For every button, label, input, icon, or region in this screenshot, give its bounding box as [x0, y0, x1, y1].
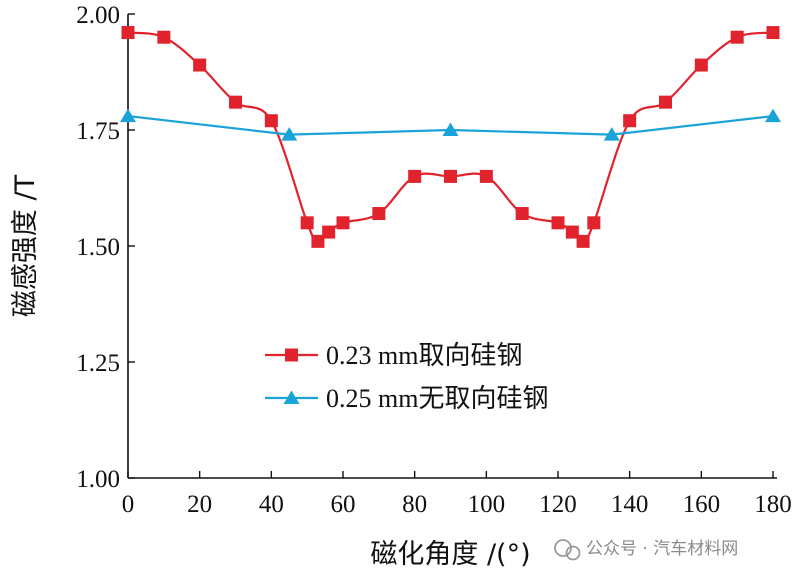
legend-label: 0.23 mm取向硅钢 [326, 341, 522, 370]
legend: 0.23 mm取向硅钢 0.25 mm无取向硅钢 [265, 341, 548, 413]
data-point [479, 169, 493, 183]
data-point [408, 169, 422, 183]
series-1 [127, 31, 774, 243]
data-point [565, 225, 579, 239]
x-axis-title: 磁化角度 /(°) [370, 539, 530, 570]
legend-marker [285, 348, 298, 362]
data-point [193, 58, 207, 72]
y-tick-label: 1.00 [76, 466, 120, 493]
legend-marker [283, 390, 300, 404]
series-2-points [120, 108, 781, 141]
data-point [730, 30, 744, 44]
data-point [336, 216, 350, 230]
x-tick-label: 120 [539, 491, 577, 518]
watermark-text: 公众号 · 汽车材料网 [586, 539, 738, 559]
y-axis-title: 磁感强度 /T [10, 174, 41, 317]
data-point [322, 225, 336, 239]
y-tick-label: 2.00 [76, 2, 120, 29]
wechat-icon [554, 539, 581, 561]
x-tick-label: 0 [122, 491, 135, 518]
data-point [442, 122, 459, 136]
data-point [766, 26, 780, 40]
watermark: 公众号 · 汽车材料网 [554, 539, 738, 561]
ticks: 0 20 40 60 80 100 120 140 160 180 1.00 1.25 1.50 1.75… [76, 2, 792, 518]
data-point [444, 169, 457, 183]
data-point [311, 234, 325, 248]
data-point [515, 207, 529, 221]
data-point [603, 127, 620, 141]
data-point [300, 216, 314, 230]
series-line [127, 31, 774, 243]
data-point [576, 234, 590, 248]
data-point [264, 114, 278, 128]
x-tick-label: 20 [187, 491, 212, 518]
data-point [551, 216, 565, 230]
legend-label: 0.25 mm无取向硅钢 [326, 384, 548, 413]
x-tick-label: 100 [468, 491, 506, 518]
data-point [623, 114, 637, 128]
x-tick-label: 40 [259, 491, 284, 518]
y-tick-label: 1.50 [76, 234, 120, 261]
data-point [281, 127, 298, 141]
data-point [157, 30, 171, 44]
data-point [121, 26, 135, 40]
data-point [229, 95, 242, 109]
y-tick-label: 1.75 [76, 118, 120, 145]
x-tick-label: 60 [331, 491, 356, 518]
y-tick-label: 1.25 [76, 350, 120, 377]
series-layer [120, 26, 781, 248]
data-point [765, 108, 781, 123]
x-tick-label: 140 [611, 491, 649, 518]
x-tick-label: 80 [402, 491, 427, 518]
data-point [372, 207, 386, 221]
data-point [587, 216, 601, 230]
x-tick-label: 180 [754, 491, 792, 518]
data-point [694, 58, 708, 72]
data-point [659, 95, 672, 109]
x-tick-label: 160 [683, 491, 721, 518]
series-1-points [121, 26, 780, 248]
data-point [120, 108, 136, 123]
